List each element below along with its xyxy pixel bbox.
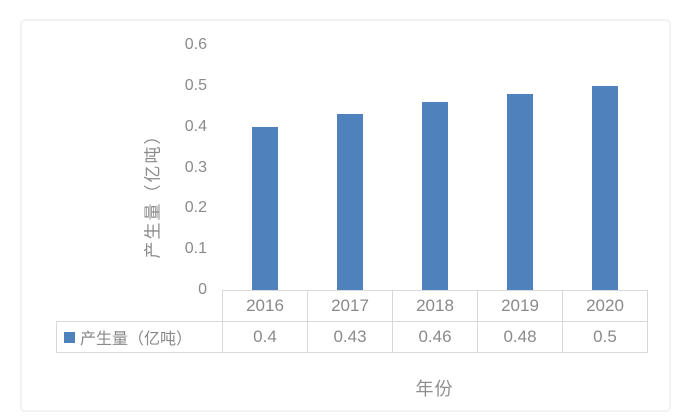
data-table-category-row: 2016 2017 2018 2019 2020	[222, 290, 648, 321]
table-value-cell: 0.5	[593, 327, 617, 346]
y-tick-label: 0.4	[184, 117, 207, 135]
table-category-cell: 2018	[393, 291, 478, 321]
table-value-cell: 0.43	[308, 322, 393, 352]
y-tick-label: 0	[198, 281, 207, 298]
bar-2020	[591, 85, 618, 290]
x-axis-title: 年份	[415, 379, 454, 399]
y-tick-label: 0.3	[184, 158, 207, 176]
y-tick-label: 0.5	[184, 76, 207, 94]
table-category-cell: 2017	[308, 291, 393, 321]
bar-2018	[421, 102, 448, 290]
table-value-cell: 0.4	[223, 322, 308, 352]
y-tick-label: 0.2	[184, 199, 207, 217]
bar-2016	[251, 126, 278, 290]
table-category-cell: 2020	[586, 296, 624, 315]
legend-swatch-icon	[64, 331, 75, 343]
legend-series-label: 产生量（亿吨）	[80, 331, 193, 348]
y-tick-label: 0.1	[184, 240, 207, 258]
legend-cell: 产生量（亿吨）	[57, 322, 223, 352]
data-table-value-row: 产生量（亿吨） 0.4 0.43 0.46 0.48 0.5	[56, 321, 648, 353]
y-tick-label: 0.6	[184, 36, 207, 53]
bar-2017	[336, 114, 363, 290]
table-value-cell: 0.46	[393, 322, 478, 352]
table-value-cell: 0.48	[478, 322, 563, 352]
y-axis-title: 产生量（亿吨）	[143, 125, 163, 259]
table-category-cell: 2016	[223, 291, 308, 321]
bar-2019	[506, 94, 533, 290]
table-category-cell: 2019	[478, 291, 563, 321]
